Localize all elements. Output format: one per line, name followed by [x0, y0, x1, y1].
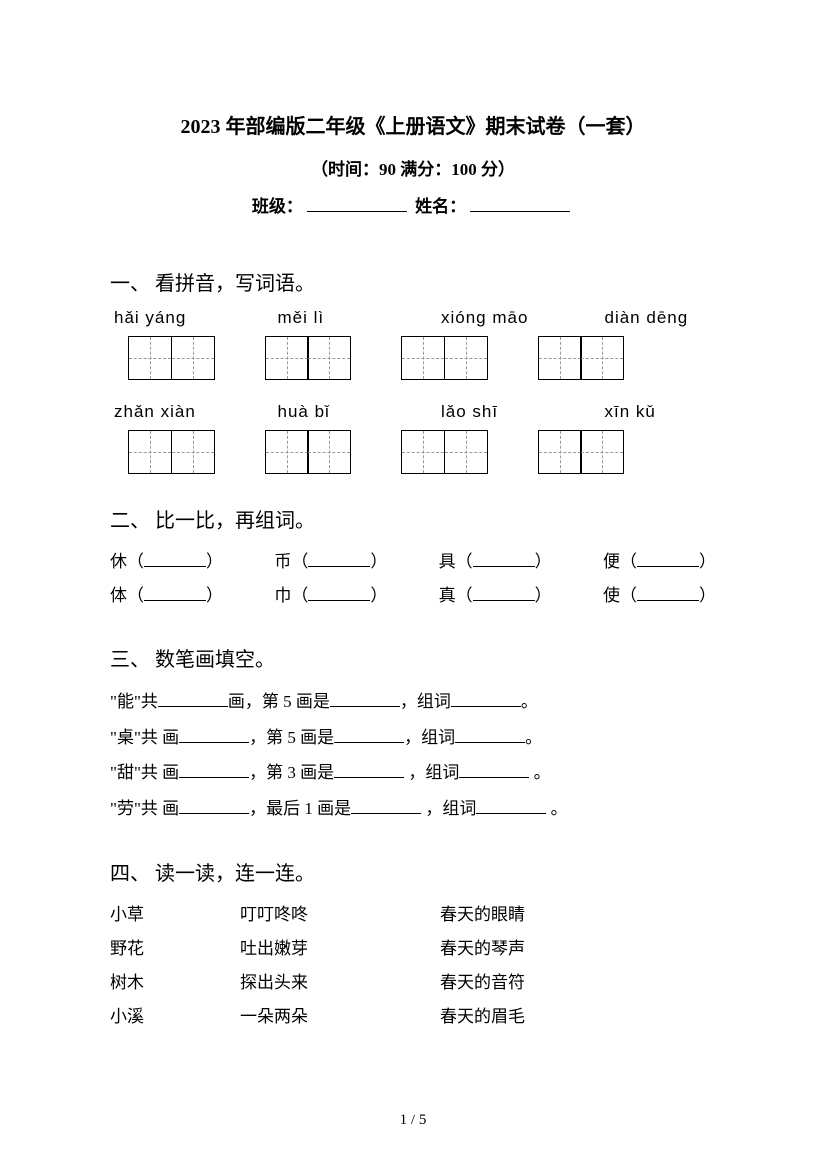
q4-cell: 一朵两朵	[240, 1000, 440, 1034]
q3-line: "桌"共 画，第 5 画是，组词。	[110, 720, 716, 756]
char-box-pair[interactable]	[401, 336, 488, 380]
q4-cell: 春天的眉毛	[440, 1000, 640, 1034]
pinyin-item: měi lì	[278, 308, 390, 328]
q4-cell: 探出头来	[240, 966, 440, 1000]
char-box-pair[interactable]	[128, 336, 215, 380]
answer-blank[interactable]	[351, 797, 421, 814]
q2-char: 体	[110, 586, 127, 605]
q4-row: 野花 吐出嫩芽 春天的琴声	[110, 932, 716, 966]
answer-blank[interactable]	[459, 761, 529, 778]
answer-blank[interactable]	[455, 726, 525, 743]
pinyin-item: zhǎn xiàn	[114, 402, 226, 422]
pinyin-item: lǎo shī	[441, 402, 553, 422]
answer-blank[interactable]	[473, 552, 535, 567]
q3-line: "劳"共 画，最后 1 画是 ，组词 。	[110, 791, 716, 827]
q3-line: "甜"共 画，第 3 画是 ，组词 。	[110, 755, 716, 791]
answer-blank[interactable]	[179, 761, 249, 778]
pinyin-item: diàn dēng	[605, 308, 717, 328]
answer-blank[interactable]	[308, 586, 370, 601]
q2-char: 使	[603, 586, 620, 605]
q1-pinyin-row-2: zhǎn xiàn huà bǐ lǎo shī xīn kǔ	[110, 402, 716, 422]
q4-row: 树木 探出头来 春天的音符	[110, 966, 716, 1000]
name-blank[interactable]	[470, 195, 570, 212]
answer-blank[interactable]	[637, 552, 699, 567]
q4-heading: 四、 读一读，连一连。	[110, 857, 716, 886]
name-label: 姓名：	[415, 197, 466, 216]
q4-cell: 春天的琴声	[440, 932, 640, 966]
answer-blank[interactable]	[144, 586, 206, 601]
answer-blank[interactable]	[476, 797, 546, 814]
q2-char: 休	[110, 552, 127, 571]
q2-row-1: 休（） 币（） 具（） 便（）	[110, 545, 716, 579]
class-blank[interactable]	[307, 195, 407, 212]
q1-pinyin-row-1: hǎi yáng měi lì xióng māo diàn dēng	[110, 308, 716, 328]
char-box-pair[interactable]	[265, 336, 352, 380]
q2-char: 真	[439, 586, 456, 605]
student-info-line: 班级： 姓名：	[110, 192, 716, 217]
q1-box-row-2	[110, 430, 716, 474]
q4-cell: 野花	[110, 932, 240, 966]
answer-blank[interactable]	[473, 586, 535, 601]
answer-blank[interactable]	[334, 726, 404, 743]
answer-blank[interactable]	[179, 797, 249, 814]
q3-heading: 三、 数笔画填空。	[110, 643, 716, 672]
q4-cell: 春天的眼睛	[440, 898, 640, 932]
q1-box-row-1	[110, 336, 716, 380]
q4-cell: 树木	[110, 966, 240, 1000]
q2-heading: 二、 比一比，再组词。	[110, 504, 716, 533]
char-box-pair[interactable]	[128, 430, 215, 474]
q4-cell: 叮叮咚咚	[240, 898, 440, 932]
answer-blank[interactable]	[637, 586, 699, 601]
q3-line: "能"共画，第 5 画是，组词。	[110, 684, 716, 720]
q4-row: 小溪 一朵两朵 春天的眉毛	[110, 1000, 716, 1034]
q2-char: 币	[274, 552, 291, 571]
page-subtitle: （时间：90 满分：100 分）	[110, 155, 716, 180]
char-box-pair[interactable]	[265, 430, 352, 474]
q4-cell: 吐出嫩芽	[240, 932, 440, 966]
page-number: 1 / 5	[0, 1112, 826, 1129]
q2-char: 便	[603, 552, 620, 571]
pinyin-item: hǎi yáng	[114, 308, 226, 328]
pinyin-item: huà bǐ	[278, 402, 390, 422]
answer-blank[interactable]	[451, 690, 521, 707]
answer-blank[interactable]	[158, 690, 228, 707]
pinyin-item: xīn kǔ	[605, 402, 717, 422]
answer-blank[interactable]	[330, 690, 400, 707]
char-box-pair[interactable]	[401, 430, 488, 474]
q1-heading: 一、 看拼音，写词语。	[110, 267, 716, 296]
char-box-pair[interactable]	[538, 430, 625, 474]
answer-blank[interactable]	[308, 552, 370, 567]
answer-blank[interactable]	[144, 552, 206, 567]
q4-cell: 春天的音符	[440, 966, 640, 1000]
q2-row-2: 体（） 巾（） 真（） 使（）	[110, 579, 716, 613]
pinyin-item: xióng māo	[441, 308, 553, 328]
answer-blank[interactable]	[334, 761, 404, 778]
class-label: 班级：	[252, 197, 303, 216]
page-title: 2023 年部编版二年级《上册语文》期末试卷（一套）	[110, 110, 716, 139]
q4-row: 小草 叮叮咚咚 春天的眼睛	[110, 898, 716, 932]
answer-blank[interactable]	[179, 726, 249, 743]
q2-char: 巾	[274, 586, 291, 605]
q2-char: 具	[439, 552, 456, 571]
char-box-pair[interactable]	[538, 336, 625, 380]
q4-cell: 小溪	[110, 1000, 240, 1034]
q4-cell: 小草	[110, 898, 240, 932]
